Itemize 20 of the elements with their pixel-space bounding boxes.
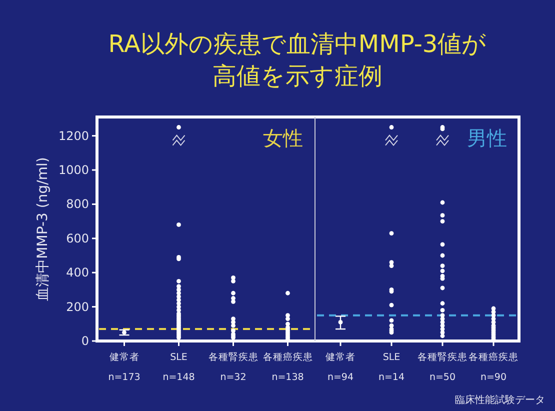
x-tick-label: 各種癌疾患 n=138: [262, 351, 313, 383]
x-tick-label: 健常者 n=173: [108, 351, 140, 383]
y-tick-label: 400: [66, 266, 89, 280]
y-tick-label: 200: [66, 300, 89, 314]
y-axis-title: 血清中MMP-3 (ng/ml): [35, 157, 51, 301]
x-tick-label: 各種腎疾患 n=50: [418, 351, 468, 383]
chart-title: RA以外の疾患で血清中MMP-3値が高値を示す症例: [108, 30, 487, 90]
text: 臨床性能試験データ: [455, 394, 545, 406]
x-tick-label: SLE n=14: [378, 352, 405, 383]
x-tick-label: 健常者 n=94: [326, 351, 356, 383]
annotation: 女性: [263, 126, 303, 150]
y-tick-label: 1200: [58, 128, 89, 143]
x-tick-label: 各種腎疾患 n=32: [208, 351, 258, 383]
y-tick-label: 600: [66, 231, 89, 246]
x-tick-label: 各種癌疾患 n=90: [468, 351, 518, 383]
annotation: 男性: [467, 126, 507, 150]
y-tick-label: 1000: [58, 163, 89, 178]
y-tick-label: 800: [66, 197, 89, 212]
y-tick-label: 0: [81, 334, 89, 348]
x-tick-label: SLE n=148: [162, 352, 195, 383]
